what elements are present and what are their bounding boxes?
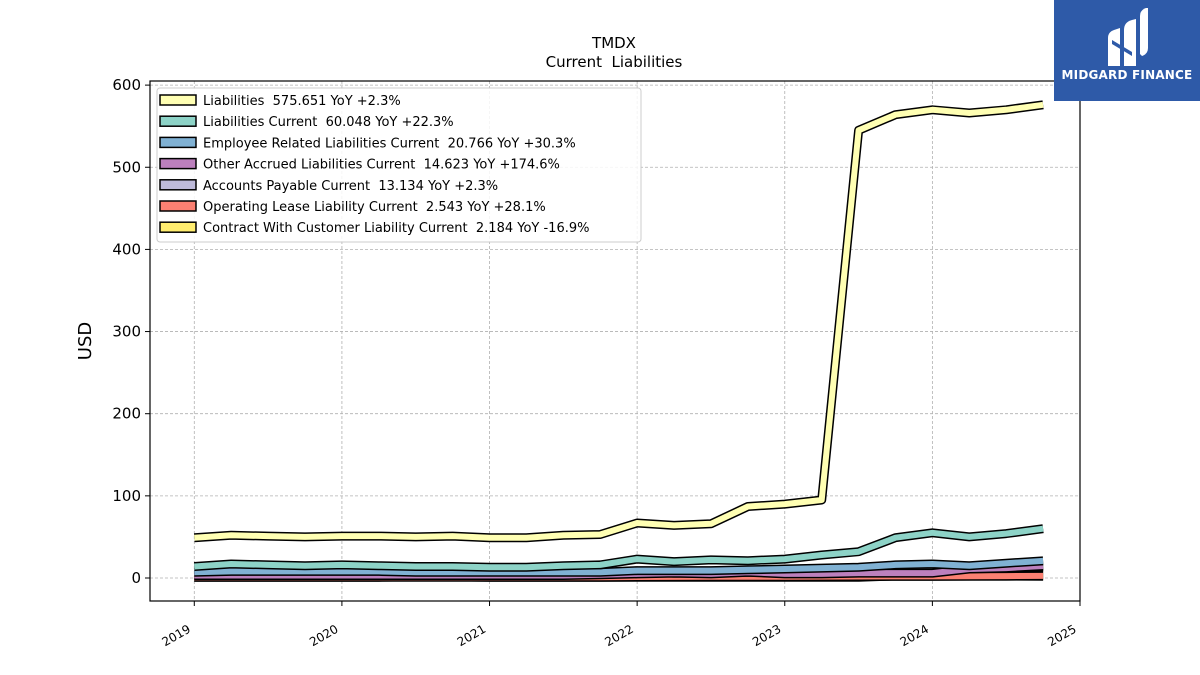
series-line [194, 525, 1044, 571]
legend-swatch [159, 221, 197, 233]
y-tick-label: 400 [112, 240, 141, 258]
legend-label: Accounts Payable Current 13.134 YoY +2.3… [203, 179, 498, 194]
x-tick-label: 2021 [455, 622, 488, 649]
y-axis-label: USD [75, 322, 96, 360]
brand-name: MIDGARD FINANCE [1061, 68, 1193, 82]
legend-item: Accounts Payable Current 13.134 YoY +2.3… [159, 179, 498, 194]
legend-swatch [159, 200, 197, 212]
legend-item: Other Accrued Liabilities Current 14.623… [159, 157, 560, 173]
legend-item: Employee Related Liabilities Current 20.… [159, 136, 576, 151]
x-tick-label: 2025 [1045, 622, 1078, 649]
legend-item: Liabilities Current 60.048 YoY +22.3% [159, 115, 454, 130]
series-liabilities [194, 100, 1044, 543]
legend-swatch [159, 136, 197, 149]
series-employee-related-liabilities-current [194, 556, 1044, 577]
legend-label: Other Accrued Liabilities Current 14.623… [203, 158, 560, 173]
legend-item: Contract With Customer Liability Current… [159, 221, 589, 236]
legend-label: Contract With Customer Liability Current… [203, 221, 589, 236]
x-tick-label: 2019 [160, 622, 193, 649]
legend-label: Operating Lease Liability Current 2.543 … [203, 200, 546, 215]
x-tick-label: 2022 [602, 622, 635, 649]
legend-item: Operating Lease Liability Current 2.543 … [159, 200, 546, 215]
x-tick-label: 2024 [898, 622, 931, 649]
x-tick-label: 2020 [307, 622, 340, 649]
series-liabilities-current [193, 524, 1044, 572]
chart-title: TMDX [591, 34, 636, 52]
legend-label: Employee Related Liabilities Current 20.… [203, 136, 576, 151]
legend-label: Liabilities 575.651 YoY +2.3% [203, 94, 401, 109]
y-tick-label: 500 [112, 158, 141, 176]
legend-label: Liabilities Current 60.048 YoY +22.3% [203, 115, 454, 130]
legend-swatch [159, 179, 197, 191]
plot-frame [149, 80, 1081, 602]
logo-mark-icon [1108, 8, 1148, 66]
y-tick-label: 100 [112, 487, 141, 505]
legend: Liabilities 575.651 YoY +2.3% Liabilities… [156, 87, 642, 243]
chart-subtitle: Current Liabilities [546, 53, 683, 71]
y-tick-label: 200 [112, 405, 141, 423]
legend-swatch [159, 157, 197, 170]
legend-box [156, 87, 642, 243]
x-tick-label: 2023 [750, 622, 783, 649]
series-line [194, 557, 1044, 576]
brand-logo: MIDGARD FINANCE [1054, 0, 1200, 101]
series-line [194, 101, 1044, 541]
series-layer [193, 100, 1044, 582]
legend-swatch [159, 94, 197, 106]
y-tick-label: 300 [112, 323, 141, 341]
y-tick-label: 0 [131, 569, 141, 587]
y-tick-label: 600 [112, 76, 141, 94]
legend-item: Liabilities 575.651 YoY +2.3% [159, 94, 401, 109]
legend-swatch [159, 115, 197, 127]
